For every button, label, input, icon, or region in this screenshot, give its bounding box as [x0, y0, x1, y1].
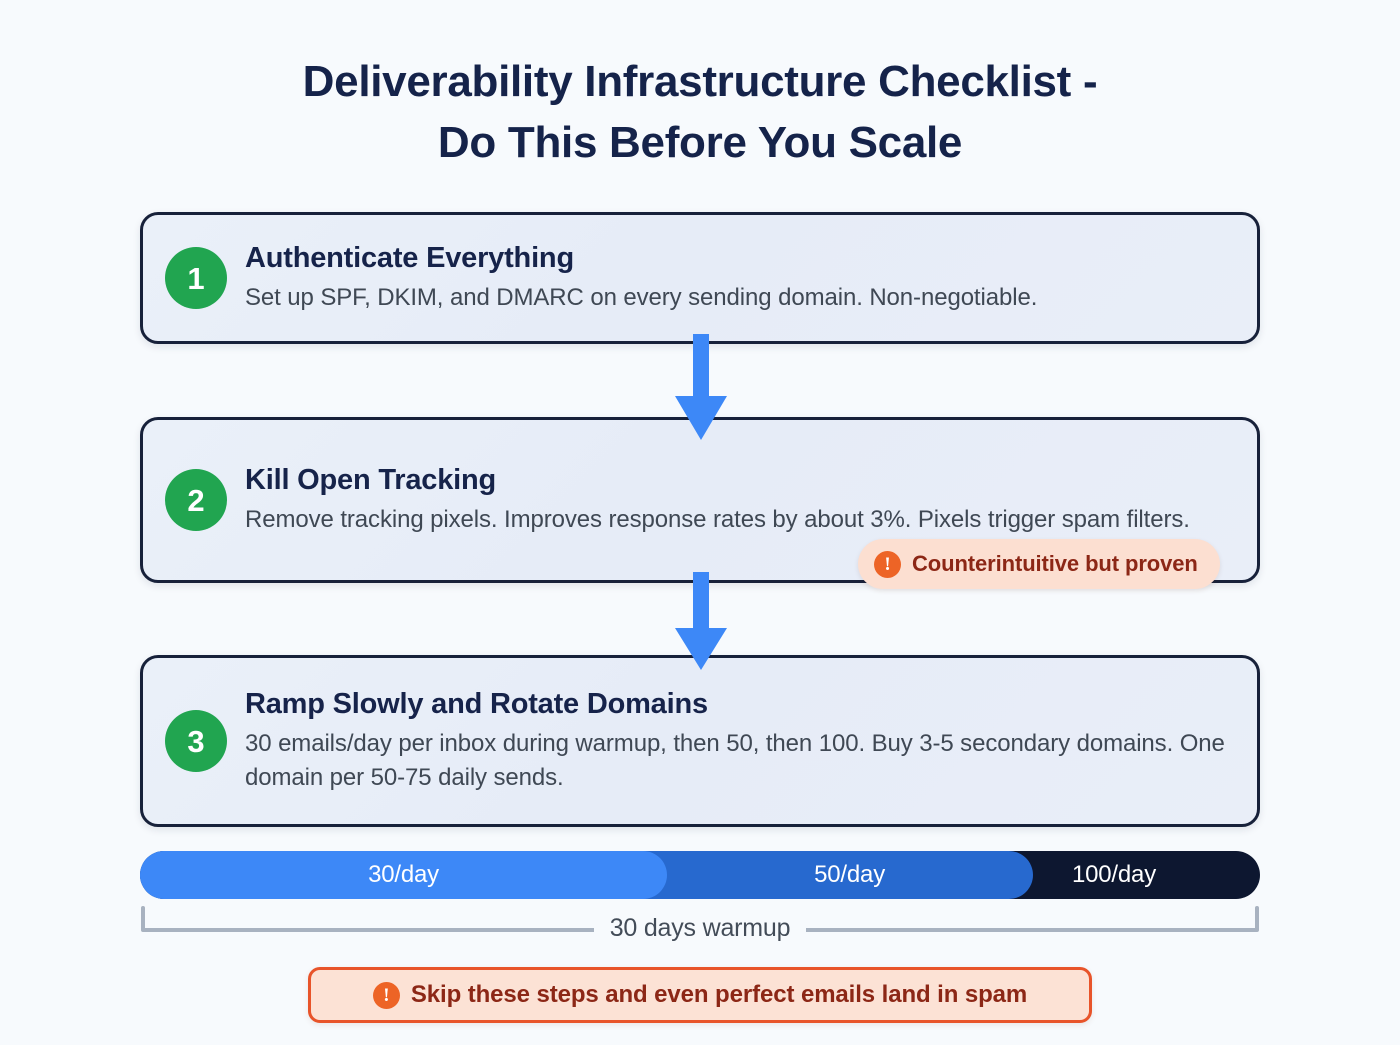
warmup-segment-label-1: 30/day [368, 861, 439, 888]
page-title: Deliverability Infrastructure Checklist … [0, 52, 1400, 173]
step-number-badge-3: 3 [165, 710, 227, 772]
step-description-2: Remove tracking pixels. Improves respons… [245, 506, 1190, 534]
step-number-badge-2: 2 [165, 469, 227, 531]
step-card-1[interactable]: 1 Authenticate Everything Set up SPF, DK… [140, 212, 1260, 344]
page-title-line-2: Do This Before You Scale [437, 117, 963, 167]
step-card-1-text: Authenticate Everything Set up SPF, DKIM… [245, 241, 1231, 315]
step-card-2[interactable]: 2 Kill Open Tracking Remove tracking pix… [140, 417, 1260, 583]
step-card-1-content: 1 Authenticate Everything Set up SPF, DK… [143, 215, 1257, 341]
step-number-badge-1: 1 [165, 247, 227, 309]
warmup-segment-label-2: 50/day [814, 861, 885, 888]
step-card-2-text: Kill Open Tracking Remove tracking pixel… [245, 463, 1231, 537]
bottom-warning-banner: ! Skip these steps and even perfect emai… [308, 967, 1092, 1023]
page-title-line-1: Deliverability Infrastructure Checklist … [302, 57, 1098, 106]
flow-arrow-2-to-3 [675, 572, 727, 670]
exclamation-icon: ! [874, 550, 901, 578]
callout-badge-counterintuitive: ! Counterintuitive but proven [858, 539, 1220, 589]
warmup-segment-label-3: 100/day [1071, 861, 1156, 888]
step-title-3: Ramp Slowly and Rotate Domains [245, 687, 708, 720]
step-title-1: Authenticate Everything [245, 241, 574, 274]
step-card-3-content: 3 Ramp Slowly and Rotate Domains 30 emai… [143, 658, 1257, 824]
step-card-2-content: 2 Kill Open Tracking Remove tracking pix… [143, 420, 1257, 580]
warmup-segment-30-per-day: 30/day [140, 851, 667, 899]
warmup-bracket-label: 30 days warmup [593, 914, 807, 942]
step-title-2: Kill Open Tracking [245, 463, 497, 496]
warmup-bracket-label-wrap: 30 days warmup [140, 914, 1260, 943]
warmup-duration-bracket: 30 days warmup [140, 906, 1260, 950]
step-card-3-text: Ramp Slowly and Rotate Domains 30 emails… [245, 687, 1231, 795]
callout-badge-label: Counterintuitive but proven [912, 551, 1198, 576]
bottom-warning-text: Skip these steps and even perfect emails… [410, 981, 1028, 1008]
step-description-1: Set up SPF, DKIM, and DMARC on every sen… [245, 284, 1038, 312]
exclamation-icon: ! [372, 981, 400, 1009]
flow-arrow-1-to-2 [675, 334, 727, 440]
step-card-3[interactable]: 3 Ramp Slowly and Rotate Domains 30 emai… [140, 655, 1260, 827]
warmup-volume-bar: 100/day 50/day 30/day [140, 851, 1260, 899]
step-description-3: 30 emails/day per inbox during warmup, t… [245, 730, 1225, 792]
